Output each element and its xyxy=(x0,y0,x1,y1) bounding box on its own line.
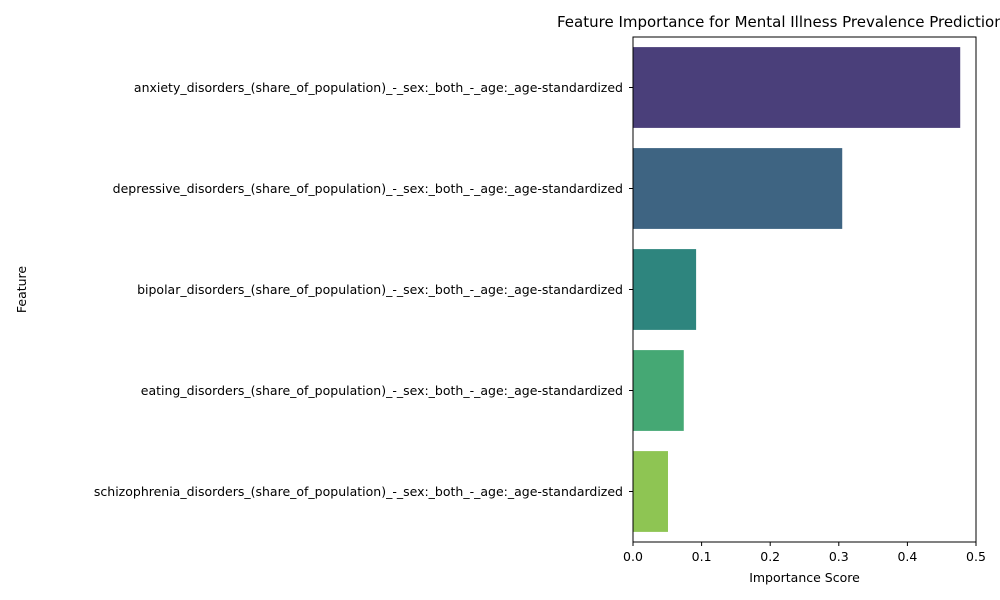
plot-frame xyxy=(632,36,977,543)
x-tick-label: 0.3 xyxy=(829,549,849,564)
chart-title: Feature Importance for Mental Illness Pr… xyxy=(557,13,1000,31)
y-axis-label: Feature xyxy=(14,266,29,314)
x-axis-label: Importance Score xyxy=(749,570,860,585)
x-ticks-group: 0.0 0.1 0.2 0.3 0.4 0.5 xyxy=(623,542,986,564)
x-tick-label: 0.2 xyxy=(760,549,780,564)
x-tick-label: 0.0 xyxy=(623,549,643,564)
category-label: anxiety_disorders_(share_of_population)_… xyxy=(134,80,623,95)
x-tick-label: 0.5 xyxy=(966,549,986,564)
category-label: depressive_disorders_(share_of_populatio… xyxy=(113,181,623,196)
bar-2 xyxy=(633,249,697,330)
bars-group xyxy=(633,47,961,532)
bar-1 xyxy=(633,148,843,229)
bar-4 xyxy=(633,451,668,532)
x-tick-label: 0.4 xyxy=(897,549,917,564)
bar-0 xyxy=(633,47,961,128)
x-tick-label: 0.1 xyxy=(692,549,712,564)
bar-3 xyxy=(633,350,684,431)
category-label: schizophrenia_disorders_(share_of_popula… xyxy=(94,484,623,499)
y-ticks-group xyxy=(629,87,633,492)
category-label: bipolar_disorders_(share_of_population)_… xyxy=(137,282,623,297)
category-labels-group: anxiety_disorders_(share_of_population)_… xyxy=(94,80,623,499)
category-label: eating_disorders_(share_of_population)_-… xyxy=(141,383,623,398)
